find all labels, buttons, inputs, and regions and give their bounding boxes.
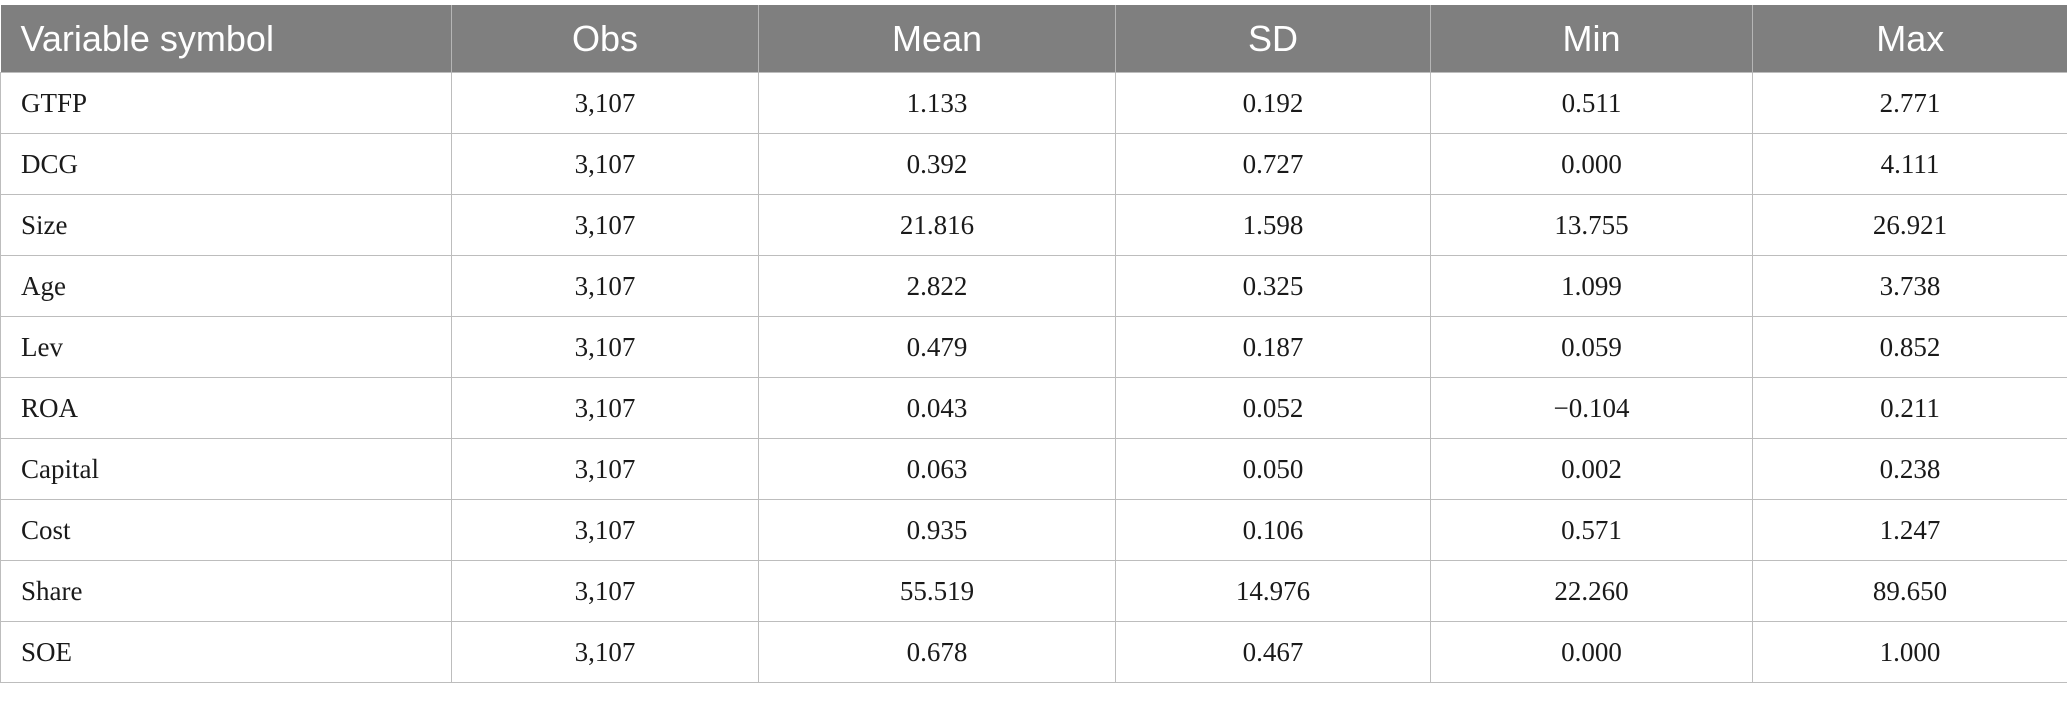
- table-header: Variable symbol Obs Mean SD Min Max: [0, 5, 2067, 73]
- header-mean: Mean: [758, 5, 1116, 73]
- cell-min: 0.511: [1430, 72, 1753, 134]
- table-row: SOE 3,107 0.678 0.467 0.000 1.000: [0, 621, 2067, 683]
- cell-mean: 2.822: [758, 255, 1116, 317]
- table-row: Lev 3,107 0.479 0.187 0.059 0.852: [0, 316, 2067, 378]
- cell-mean: 0.678: [758, 621, 1116, 683]
- cell-mean: 0.479: [758, 316, 1116, 378]
- cell-min: 22.260: [1430, 560, 1753, 622]
- cell-obs: 3,107: [451, 255, 759, 317]
- cell-variable-symbol: Share: [0, 560, 452, 622]
- cell-variable-symbol: DCG: [0, 133, 452, 195]
- cell-obs: 3,107: [451, 621, 759, 683]
- cell-mean: 0.043: [758, 377, 1116, 439]
- cell-max: 26.921: [1752, 194, 2067, 256]
- table-row: Age 3,107 2.822 0.325 1.099 3.738: [0, 255, 2067, 317]
- table-body: GTFP 3,107 1.133 0.192 0.511 2.771 DCG 3,107 0.3…: [0, 72, 2067, 683]
- cell-variable-symbol: Lev: [0, 316, 452, 378]
- cell-variable-symbol: Size: [0, 194, 452, 256]
- cell-max: 1.000: [1752, 621, 2067, 683]
- table-row: Capital 3,107 0.063 0.050 0.002 0.238: [0, 438, 2067, 500]
- cell-obs: 3,107: [451, 316, 759, 378]
- cell-mean: 0.935: [758, 499, 1116, 561]
- cell-sd: 0.727: [1115, 133, 1431, 195]
- cell-mean: 21.816: [758, 194, 1116, 256]
- cell-mean: 0.063: [758, 438, 1116, 500]
- cell-sd: 1.598: [1115, 194, 1431, 256]
- descriptive-statistics-table: Variable symbol Obs Mean SD Min Max GTFP…: [0, 5, 2067, 683]
- cell-min: 0.571: [1430, 499, 1753, 561]
- cell-obs: 3,107: [451, 377, 759, 439]
- cell-variable-symbol: GTFP: [0, 72, 452, 134]
- cell-mean: 55.519: [758, 560, 1116, 622]
- cell-variable-symbol: Cost: [0, 499, 452, 561]
- cell-obs: 3,107: [451, 133, 759, 195]
- cell-min: −0.104: [1430, 377, 1753, 439]
- cell-max: 3.738: [1752, 255, 2067, 317]
- cell-max: 4.111: [1752, 133, 2067, 195]
- table-row: Cost 3,107 0.935 0.106 0.571 1.247: [0, 499, 2067, 561]
- table-row: GTFP 3,107 1.133 0.192 0.511 2.771: [0, 72, 2067, 134]
- cell-sd: 0.106: [1115, 499, 1431, 561]
- cell-min: 0.000: [1430, 621, 1753, 683]
- header-variable-symbol: Variable symbol: [0, 5, 452, 73]
- table-row: DCG 3,107 0.392 0.727 0.000 4.111: [0, 133, 2067, 195]
- table-row: Size 3,107 21.816 1.598 13.755 26.921: [0, 194, 2067, 256]
- header-max: Max: [1752, 5, 2067, 73]
- cell-sd: 0.187: [1115, 316, 1431, 378]
- cell-sd: 0.052: [1115, 377, 1431, 439]
- table-row: ROA 3,107 0.043 0.052 −0.104 0.211: [0, 377, 2067, 439]
- cell-sd: 0.467: [1115, 621, 1431, 683]
- cell-min: 1.099: [1430, 255, 1753, 317]
- table-row: Share 3,107 55.519 14.976 22.260 89.650: [0, 560, 2067, 622]
- cell-obs: 3,107: [451, 438, 759, 500]
- cell-max: 2.771: [1752, 72, 2067, 134]
- cell-mean: 0.392: [758, 133, 1116, 195]
- cell-min: 0.000: [1430, 133, 1753, 195]
- cell-sd: 0.192: [1115, 72, 1431, 134]
- cell-variable-symbol: SOE: [0, 621, 452, 683]
- statistics-table-container: Variable symbol Obs Mean SD Min Max GTFP…: [0, 5, 2067, 683]
- cell-obs: 3,107: [451, 194, 759, 256]
- cell-variable-symbol: Capital: [0, 438, 452, 500]
- header-min: Min: [1430, 5, 1753, 73]
- cell-obs: 3,107: [451, 560, 759, 622]
- header-obs: Obs: [451, 5, 759, 73]
- cell-min: 13.755: [1430, 194, 1753, 256]
- cell-sd: 14.976: [1115, 560, 1431, 622]
- cell-max: 89.650: [1752, 560, 2067, 622]
- cell-variable-symbol: ROA: [0, 377, 452, 439]
- cell-max: 0.238: [1752, 438, 2067, 500]
- header-row: Variable symbol Obs Mean SD Min Max: [0, 5, 2067, 73]
- cell-min: 0.002: [1430, 438, 1753, 500]
- cell-min: 0.059: [1430, 316, 1753, 378]
- cell-obs: 3,107: [451, 72, 759, 134]
- cell-max: 0.852: [1752, 316, 2067, 378]
- cell-obs: 3,107: [451, 499, 759, 561]
- cell-mean: 1.133: [758, 72, 1116, 134]
- cell-max: 1.247: [1752, 499, 2067, 561]
- cell-variable-symbol: Age: [0, 255, 452, 317]
- cell-max: 0.211: [1752, 377, 2067, 439]
- header-sd: SD: [1115, 5, 1431, 73]
- cell-sd: 0.050: [1115, 438, 1431, 500]
- cell-sd: 0.325: [1115, 255, 1431, 317]
